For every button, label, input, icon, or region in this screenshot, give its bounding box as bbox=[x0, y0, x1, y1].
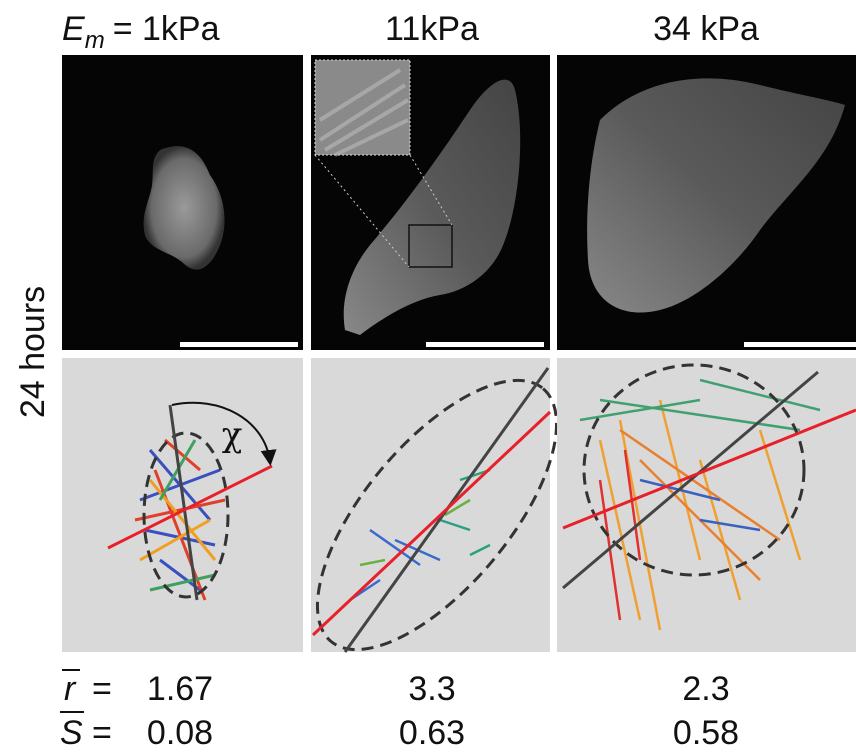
column-header: 34 kPa bbox=[653, 10, 759, 48]
angle-symbol: χ bbox=[222, 415, 243, 455]
metric-equals: = bbox=[92, 670, 112, 708]
metrics: r = 1.67 3.3 2.3 S = 0.08 0.63 0.58 bbox=[60, 670, 739, 752]
metric-value: 3.3 bbox=[408, 670, 455, 708]
modulus-symbol: E bbox=[62, 10, 85, 48]
analysis-panel bbox=[557, 358, 856, 652]
metric-symbol: r bbox=[64, 670, 77, 708]
column-header: 11kPa bbox=[385, 10, 479, 48]
metric-equals: = bbox=[92, 714, 112, 752]
figure: Em = 1kPa 11kPa 34 kPa 24 hours χ bbox=[0, 0, 856, 752]
analysis-panel bbox=[311, 358, 550, 652]
metric-symbol: S bbox=[60, 714, 83, 752]
metric-value: 1.67 bbox=[147, 670, 213, 708]
scale-bar bbox=[744, 342, 856, 347]
modulus-subscript: m bbox=[85, 27, 105, 54]
metric-value: 0.08 bbox=[147, 714, 213, 752]
metric-value: 0.58 bbox=[673, 714, 739, 752]
scale-bar bbox=[426, 342, 544, 347]
metric-value: 2.3 bbox=[682, 670, 729, 708]
scale-bar bbox=[180, 342, 298, 347]
modulus-value: = 1kPa bbox=[113, 10, 220, 48]
micrograph-row bbox=[62, 55, 856, 350]
analysis-row: χ bbox=[62, 342, 856, 687]
row-label: 24 hours bbox=[14, 286, 52, 418]
metric-value: 0.63 bbox=[399, 714, 465, 752]
column-header: Em = 1kPa bbox=[62, 10, 220, 54]
